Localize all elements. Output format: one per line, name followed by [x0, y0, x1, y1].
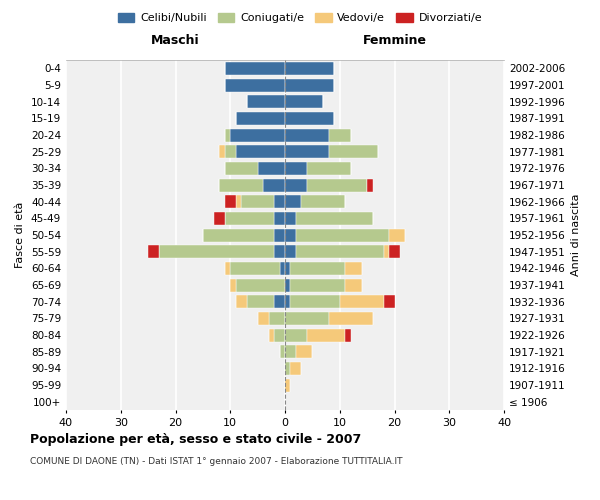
- Bar: [285, 78, 334, 92]
- Text: Maschi: Maschi: [151, 34, 200, 46]
- Bar: [296, 345, 313, 358]
- Bar: [203, 228, 274, 241]
- Bar: [269, 312, 285, 325]
- Bar: [247, 95, 285, 108]
- Bar: [225, 145, 236, 158]
- Bar: [236, 145, 285, 158]
- Bar: [285, 145, 329, 158]
- Y-axis label: Anni di nascita: Anni di nascita: [571, 194, 581, 276]
- Bar: [285, 378, 290, 392]
- Bar: [307, 328, 345, 342]
- Text: COMUNE DI DAONE (TN) - Dati ISTAT 1° gennaio 2007 - Elaborazione TUTTITALIA.IT: COMUNE DI DAONE (TN) - Dati ISTAT 1° gen…: [30, 458, 403, 466]
- Bar: [241, 195, 274, 208]
- Bar: [225, 128, 230, 141]
- Bar: [274, 245, 285, 258]
- Bar: [220, 178, 263, 192]
- Bar: [290, 295, 340, 308]
- Text: Femmine: Femmine: [362, 34, 427, 46]
- Bar: [285, 245, 296, 258]
- Bar: [159, 245, 274, 258]
- Bar: [285, 262, 290, 275]
- Legend: Celibi/Nubili, Coniugati/e, Vedovi/e, Divorziati/e: Celibi/Nubili, Coniugati/e, Vedovi/e, Di…: [113, 8, 487, 28]
- Bar: [307, 178, 367, 192]
- Bar: [383, 295, 395, 308]
- Bar: [280, 345, 285, 358]
- Bar: [236, 112, 285, 125]
- Bar: [236, 195, 241, 208]
- Bar: [301, 195, 345, 208]
- Bar: [285, 112, 334, 125]
- Bar: [274, 195, 285, 208]
- Bar: [345, 328, 351, 342]
- Bar: [329, 312, 373, 325]
- Bar: [247, 295, 274, 308]
- Bar: [290, 262, 345, 275]
- Bar: [290, 278, 345, 291]
- Bar: [285, 195, 301, 208]
- Bar: [263, 178, 285, 192]
- Bar: [285, 278, 290, 291]
- Bar: [340, 295, 383, 308]
- Bar: [225, 62, 285, 75]
- Bar: [296, 228, 389, 241]
- Bar: [274, 212, 285, 225]
- Bar: [225, 162, 257, 175]
- Bar: [307, 162, 350, 175]
- Bar: [383, 245, 389, 258]
- Bar: [220, 145, 225, 158]
- Bar: [285, 345, 296, 358]
- Bar: [214, 212, 225, 225]
- Bar: [367, 178, 373, 192]
- Bar: [274, 328, 285, 342]
- Bar: [345, 262, 362, 275]
- Bar: [329, 145, 378, 158]
- Bar: [230, 128, 285, 141]
- Y-axis label: Fasce di età: Fasce di età: [16, 202, 25, 268]
- Bar: [285, 212, 296, 225]
- Bar: [236, 295, 247, 308]
- Bar: [274, 228, 285, 241]
- Bar: [236, 278, 285, 291]
- Bar: [285, 128, 329, 141]
- Bar: [230, 278, 236, 291]
- Bar: [257, 162, 285, 175]
- Bar: [225, 78, 285, 92]
- Text: Popolazione per età, sesso e stato civile - 2007: Popolazione per età, sesso e stato civil…: [30, 432, 361, 446]
- Bar: [285, 95, 323, 108]
- Bar: [296, 245, 383, 258]
- Bar: [389, 245, 400, 258]
- Bar: [329, 128, 351, 141]
- Bar: [225, 195, 236, 208]
- Bar: [389, 228, 406, 241]
- Bar: [285, 362, 290, 375]
- Bar: [285, 178, 307, 192]
- Bar: [230, 262, 280, 275]
- Bar: [285, 228, 296, 241]
- Bar: [269, 328, 274, 342]
- Bar: [345, 278, 362, 291]
- Bar: [225, 212, 274, 225]
- Bar: [285, 328, 307, 342]
- Bar: [274, 295, 285, 308]
- Bar: [148, 245, 159, 258]
- Bar: [285, 295, 290, 308]
- Bar: [285, 162, 307, 175]
- Bar: [285, 62, 334, 75]
- Bar: [296, 212, 373, 225]
- Bar: [285, 312, 329, 325]
- Bar: [257, 312, 269, 325]
- Bar: [225, 262, 230, 275]
- Bar: [290, 362, 301, 375]
- Bar: [280, 262, 285, 275]
